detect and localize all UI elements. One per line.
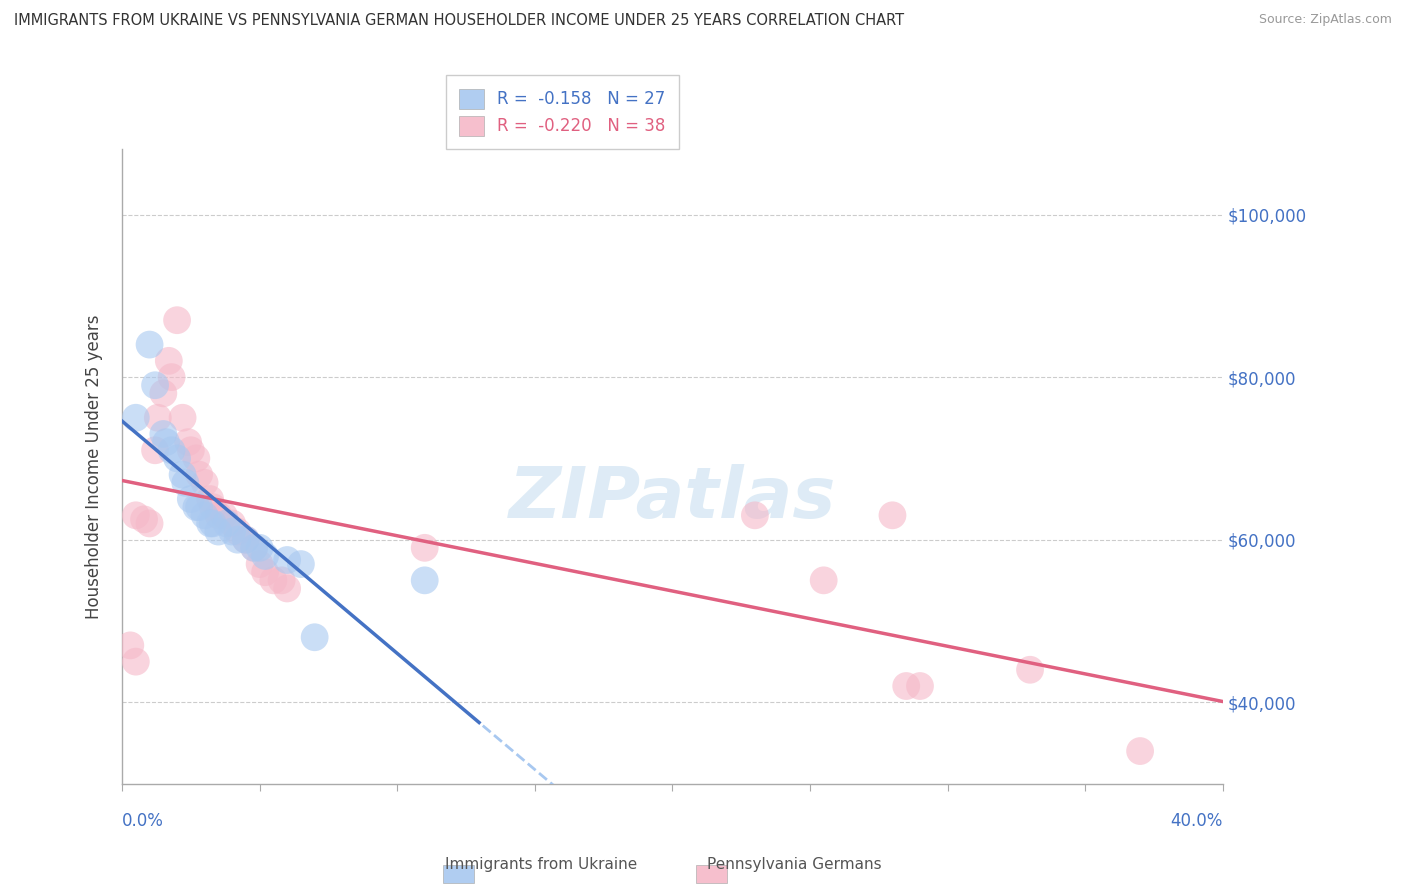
Point [262,574,284,588]
Point [160,370,183,384]
Point [132,512,155,526]
Text: Immigrants from Ukraine: Immigrants from Ukraine [446,857,637,872]
Point [304,630,326,644]
Point [201,500,224,515]
Text: 0.0%: 0.0% [122,812,165,830]
Point [198,516,221,531]
Point [254,549,277,563]
Point [146,410,169,425]
Point [177,435,200,450]
Point [120,639,142,653]
Point [152,427,174,442]
Point [138,516,160,531]
Point [221,524,243,539]
Point [143,378,166,392]
Point [243,541,266,555]
Point [413,574,436,588]
Point [744,508,766,523]
Point [1129,744,1152,758]
Point [172,467,194,482]
Point [186,451,208,466]
Point [188,500,211,515]
Point [908,679,931,693]
Point [125,655,148,669]
Point [188,467,211,482]
Point [201,516,224,531]
Point [174,475,197,490]
Point [813,574,835,588]
Point [249,541,271,555]
Point [226,533,249,547]
Point [155,435,177,450]
Point [172,410,194,425]
Point [152,386,174,401]
Text: ZIPatlas: ZIPatlas [509,464,837,533]
Point [166,451,188,466]
Point [896,679,918,693]
Point [221,516,243,531]
Point [270,574,292,588]
Point [254,565,277,579]
Point [194,508,217,523]
Point [235,533,257,547]
Text: Source: ZipAtlas.com: Source: ZipAtlas.com [1258,13,1392,27]
Point [125,508,148,523]
Legend: R =  -0.158   N = 27, R =  -0.220   N = 38: R = -0.158 N = 27, R = -0.220 N = 38 [446,76,679,149]
Point [1019,663,1042,677]
Text: 40.0%: 40.0% [1170,812,1223,830]
Point [276,553,298,567]
Point [215,516,238,531]
Point [160,443,183,458]
Point [138,337,160,351]
Point [207,508,229,523]
Point [290,557,312,571]
Point [235,533,257,547]
Point [882,508,904,523]
Point [186,500,208,515]
Point [180,443,202,458]
Text: Pennsylvania Germans: Pennsylvania Germans [707,857,882,872]
Point [207,524,229,539]
Point [157,354,180,368]
Y-axis label: Householder Income Under 25 years: Householder Income Under 25 years [86,314,103,619]
Point [249,557,271,571]
Point [180,491,202,506]
Point [212,508,235,523]
Point [243,541,266,555]
Point [276,582,298,596]
Point [198,491,221,506]
Point [413,541,436,555]
Point [226,524,249,539]
Text: IMMIGRANTS FROM UKRAINE VS PENNSYLVANIA GERMAN HOUSEHOLDER INCOME UNDER 25 YEARS: IMMIGRANTS FROM UKRAINE VS PENNSYLVANIA … [14,13,904,29]
Point [125,410,148,425]
Point [194,475,217,490]
Point [166,313,188,327]
Point [143,443,166,458]
